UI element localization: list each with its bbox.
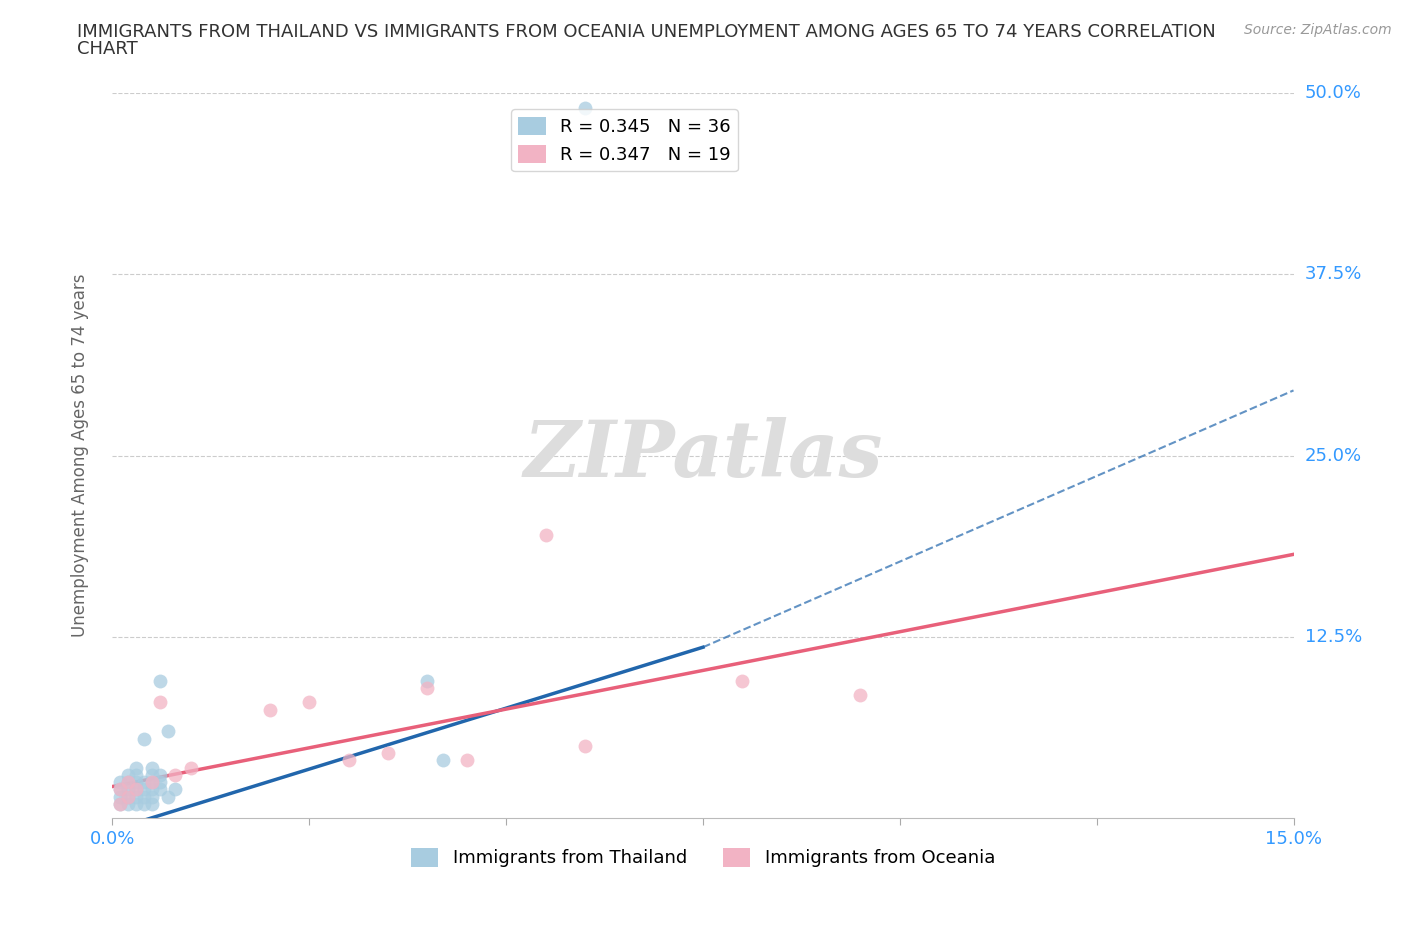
Point bbox=[141, 796, 163, 811]
Point bbox=[117, 790, 139, 804]
Y-axis label: Unemployment Among Ages 65 to 74 years: Unemployment Among Ages 65 to 74 years bbox=[70, 274, 89, 637]
Point bbox=[110, 782, 132, 797]
Point bbox=[132, 782, 155, 797]
Point bbox=[117, 782, 139, 797]
Point bbox=[149, 695, 172, 710]
Point bbox=[141, 760, 163, 775]
Point bbox=[259, 702, 281, 717]
Text: Source: ZipAtlas.com: Source: ZipAtlas.com bbox=[1244, 23, 1392, 37]
Point bbox=[416, 681, 439, 696]
Point bbox=[165, 767, 187, 782]
Point bbox=[337, 753, 360, 768]
Point bbox=[110, 782, 132, 797]
Point bbox=[110, 796, 132, 811]
Point bbox=[110, 775, 132, 790]
Text: 12.5%: 12.5% bbox=[1305, 628, 1362, 646]
Point bbox=[117, 775, 139, 790]
Point bbox=[117, 796, 139, 811]
Point bbox=[141, 775, 163, 790]
Text: 37.5%: 37.5% bbox=[1305, 265, 1362, 284]
Point bbox=[125, 775, 148, 790]
Point bbox=[141, 767, 163, 782]
Text: 25.0%: 25.0% bbox=[1305, 446, 1362, 465]
Text: 50.0%: 50.0% bbox=[1305, 84, 1361, 102]
Point bbox=[149, 767, 172, 782]
Point bbox=[141, 790, 163, 804]
Point bbox=[110, 796, 132, 811]
Point bbox=[149, 782, 172, 797]
Point bbox=[125, 760, 148, 775]
Point bbox=[156, 790, 179, 804]
Point bbox=[117, 790, 139, 804]
Point bbox=[731, 673, 754, 688]
Point bbox=[432, 753, 454, 768]
Point bbox=[456, 753, 478, 768]
Point bbox=[180, 760, 202, 775]
Text: CHART: CHART bbox=[77, 40, 138, 58]
Point bbox=[141, 782, 163, 797]
Point bbox=[574, 100, 596, 115]
Text: ZIPatlas: ZIPatlas bbox=[523, 418, 883, 494]
Point bbox=[132, 790, 155, 804]
Point bbox=[156, 724, 179, 738]
Point bbox=[125, 782, 148, 797]
Point bbox=[534, 528, 557, 543]
Point bbox=[125, 790, 148, 804]
Point bbox=[149, 775, 172, 790]
Point bbox=[849, 687, 872, 702]
Point bbox=[141, 775, 163, 790]
Point bbox=[132, 731, 155, 746]
Point bbox=[132, 775, 155, 790]
Point bbox=[149, 673, 172, 688]
Point bbox=[298, 695, 321, 710]
Legend: Immigrants from Thailand, Immigrants from Oceania: Immigrants from Thailand, Immigrants fro… bbox=[404, 841, 1002, 874]
Point bbox=[125, 782, 148, 797]
Point bbox=[132, 796, 155, 811]
Point bbox=[574, 738, 596, 753]
Point bbox=[125, 767, 148, 782]
Point bbox=[377, 746, 399, 761]
Point bbox=[125, 796, 148, 811]
Point bbox=[117, 775, 139, 790]
Point bbox=[110, 790, 132, 804]
Point bbox=[416, 673, 439, 688]
Point bbox=[117, 767, 139, 782]
Point bbox=[165, 782, 187, 797]
Text: IMMIGRANTS FROM THAILAND VS IMMIGRANTS FROM OCEANIA UNEMPLOYMENT AMONG AGES 65 T: IMMIGRANTS FROM THAILAND VS IMMIGRANTS F… bbox=[77, 23, 1216, 41]
